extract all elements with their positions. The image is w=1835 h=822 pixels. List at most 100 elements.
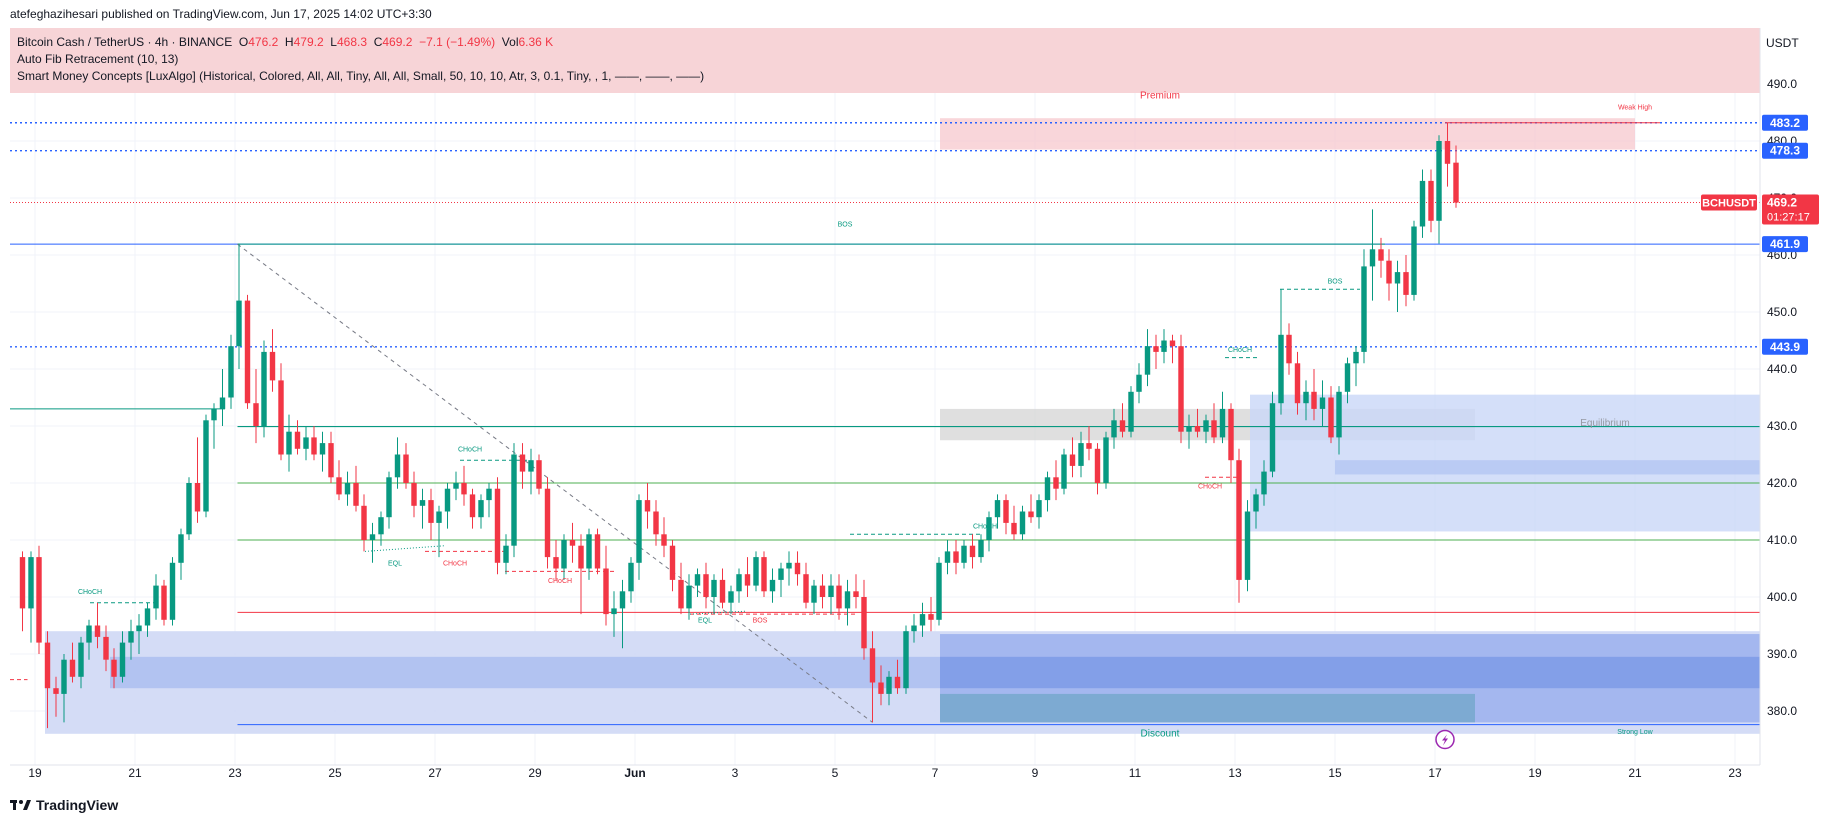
candle [78, 636, 84, 689]
candle-body [1019, 511, 1026, 535]
candle-body [494, 488, 501, 563]
candle-body [169, 562, 176, 620]
candle [1169, 334, 1176, 364]
candle-body [786, 562, 792, 569]
candle [419, 488, 426, 529]
candle-body [328, 443, 334, 478]
candle-body [419, 500, 426, 506]
symbol-name[interactable]: Bitcoin Cash / TetherUS · 4h · BINANCE [17, 35, 233, 49]
x-tick-label: 25 [328, 766, 342, 780]
candle-body [453, 483, 459, 489]
candle [736, 568, 742, 603]
indicator-smc[interactable]: Smart Money Concepts [LuxAlgo] (Historic… [17, 69, 705, 83]
candle-body [203, 420, 209, 512]
candle-body [1361, 266, 1367, 352]
change-value: −7.1 (−1.49%) [419, 35, 496, 49]
x-tick-label: 23 [228, 766, 242, 780]
candle [386, 471, 392, 529]
candle-body [311, 437, 317, 455]
annotation-label: CHoCH [78, 589, 102, 596]
x-tick-label: 19 [28, 766, 42, 780]
currency-label[interactable]: USDT [1766, 36, 1799, 50]
candle-body [1369, 249, 1376, 267]
candle [478, 494, 484, 529]
x-tick-label: 19 [1528, 766, 1542, 780]
volume-value: 6.36 K [518, 35, 554, 49]
annotation-label: Equilibrium [1580, 418, 1629, 429]
candle-body [1219, 408, 1226, 438]
candle-body [219, 397, 226, 409]
candle [661, 517, 667, 558]
y-tick-label: 430.0 [1767, 419, 1797, 433]
candle [194, 437, 201, 523]
price-badge-text: 461.9 [1770, 237, 1800, 251]
candle [1344, 357, 1351, 404]
candle [19, 551, 26, 632]
candle [236, 243, 242, 369]
candle [594, 528, 601, 575]
candle-body [1311, 391, 1317, 409]
candle-body [1253, 494, 1259, 512]
eql-1 [364, 545, 446, 552]
candle [1019, 505, 1026, 540]
published-line: atefeghazihesari published on TradingVie… [10, 7, 432, 21]
annotation-label: CHoCH [458, 447, 482, 454]
candle-body [386, 477, 392, 518]
candle [569, 522, 576, 563]
y-tick-label: 380.0 [1767, 704, 1797, 718]
candle [269, 329, 276, 392]
candle-body [94, 625, 101, 637]
candle-body [919, 614, 926, 626]
candle [311, 426, 317, 461]
candle [1211, 403, 1217, 444]
candle [986, 511, 992, 552]
candle [844, 579, 851, 626]
footer-brand[interactable]: TradingView [10, 797, 118, 813]
candle-body [1194, 426, 1201, 432]
candle-body [1161, 340, 1167, 352]
candle-body [978, 540, 984, 558]
price-badge-text: 443.9 [1770, 340, 1800, 354]
candle [1103, 431, 1109, 489]
annotation-label: Premium [1140, 90, 1180, 101]
candle [294, 420, 301, 455]
candle [544, 477, 551, 569]
x-tick-label: 29 [528, 766, 542, 780]
candle-body [1403, 272, 1409, 295]
candle [328, 431, 334, 483]
candle-body [236, 300, 242, 347]
candle-body [461, 483, 467, 495]
candle-body [403, 454, 409, 483]
candle-body [478, 500, 484, 518]
level-lines [10, 122, 1760, 726]
candle-body [603, 568, 609, 615]
candle-body [1286, 334, 1292, 364]
candle [428, 488, 434, 540]
candle-body [969, 545, 976, 558]
candle-body [1169, 340, 1176, 347]
candle-body [1011, 522, 1017, 535]
candle [919, 602, 926, 637]
candle [211, 403, 217, 449]
demand-zone-core [940, 656, 1760, 689]
candle [911, 614, 917, 643]
indicator-fib[interactable]: Auto Fib Retracement (10, 13) [17, 52, 179, 66]
candle [1086, 426, 1092, 461]
candle [1253, 488, 1259, 529]
candle-body [828, 585, 834, 597]
smc-zones [10, 28, 1760, 734]
current-price-badge: BCHUSDT 469.2 01:27:17 [1701, 194, 1819, 225]
candle-body [194, 483, 201, 512]
candle-body [1094, 448, 1101, 483]
candle-body [1336, 391, 1342, 438]
candle [353, 465, 359, 512]
candle [719, 568, 726, 609]
candle [1394, 260, 1401, 312]
lightning-glyph [1442, 734, 1448, 746]
candle-body [303, 437, 309, 449]
x-tick-label: Jun [624, 766, 645, 780]
price-badge-text: 478.3 [1770, 144, 1800, 158]
candle [28, 551, 34, 643]
candle-body [128, 631, 134, 643]
